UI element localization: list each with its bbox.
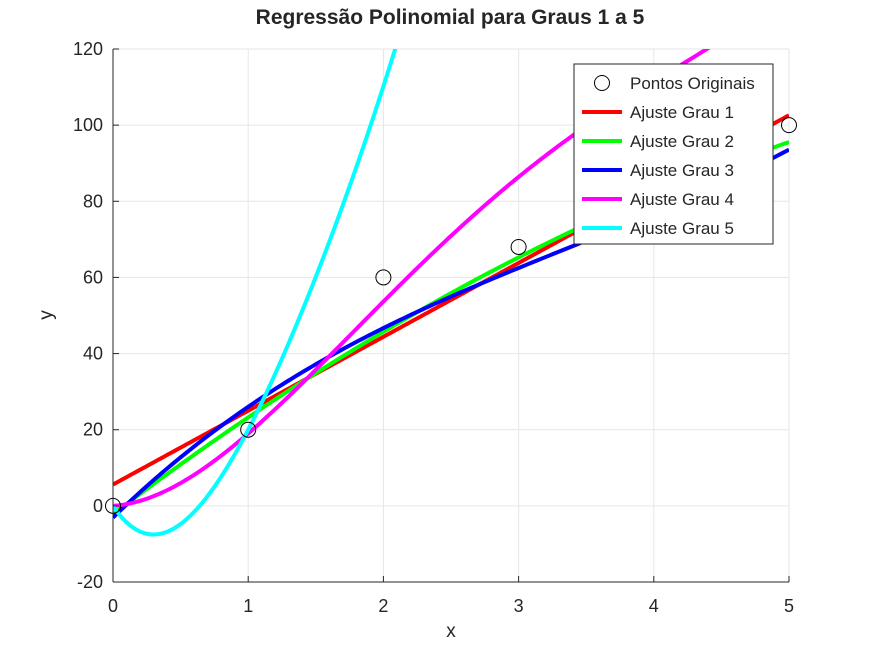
x-axis-label: x (446, 621, 456, 642)
legend-label: Pontos Originais (630, 74, 755, 93)
y-tick-label: 0 (93, 496, 103, 516)
y-axis-label: y (36, 310, 57, 320)
legend-label: Ajuste Grau 5 (630, 219, 734, 238)
data-point (240, 421, 257, 438)
y-tick-label: 120 (73, 39, 103, 59)
x-tick-label: 2 (378, 596, 388, 616)
legend-box (573, 63, 774, 245)
axes (112, 49, 789, 583)
legend-label: Ajuste Grau 2 (630, 132, 734, 151)
original-points (105, 117, 797, 514)
data-point (375, 269, 392, 286)
legend-marker-points (594, 75, 610, 91)
y-tick-label: 60 (83, 267, 103, 287)
y-tick-label: 40 (83, 344, 103, 364)
legend-label: Ajuste Grau 1 (630, 103, 734, 122)
y-tick-label: 80 (83, 191, 103, 211)
chart-title: Regressão Polinomial para Graus 1 a 5 (256, 6, 645, 29)
y-tick-label: 100 (73, 115, 103, 135)
data-point (510, 238, 527, 255)
x-tick-label: 3 (514, 596, 524, 616)
legend-label: Ajuste Grau 3 (630, 161, 734, 180)
y-tick-label: 20 (83, 420, 103, 440)
x-tick-label: 5 (784, 596, 794, 616)
data-point (781, 117, 797, 134)
y-tick-label: -20 (77, 572, 103, 592)
x-tick-label: 1 (243, 596, 253, 616)
legend-label: Ajuste Grau 4 (630, 190, 734, 209)
legend: Pontos Originais Ajuste Grau 1 Ajuste Grau… (573, 63, 774, 245)
x-tick-label: 0 (108, 596, 118, 616)
series-line (113, 49, 398, 537)
x-tick-label: 4 (649, 596, 659, 616)
